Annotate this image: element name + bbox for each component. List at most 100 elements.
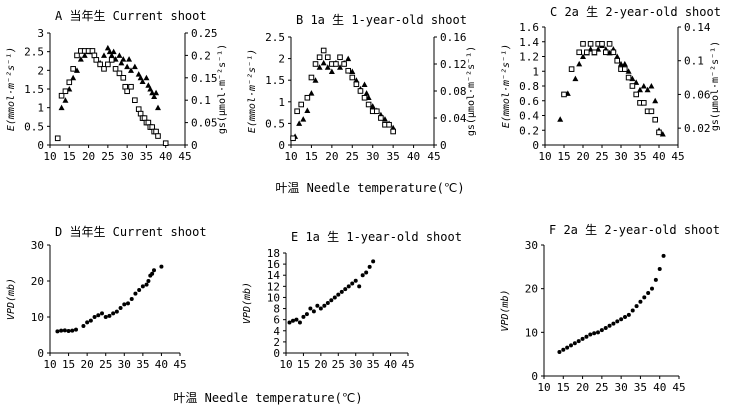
data-point-dot [290, 318, 295, 323]
data-point-dot [576, 339, 581, 344]
x-tick-label: 10 [537, 381, 550, 394]
y-tick-label: 20 [31, 275, 44, 288]
y-tick-label: 1.5 [24, 83, 44, 96]
x-tick-label: 25 [101, 150, 114, 163]
data-point-square [580, 41, 586, 47]
data-point-triangle [576, 60, 583, 67]
data-point-square [374, 108, 380, 115]
data-point-dot [599, 328, 604, 333]
y-tick-label: 3 [37, 27, 44, 40]
data-point-dot [630, 308, 635, 313]
x-tick-label: 15 [557, 381, 570, 394]
data-point-triangle [644, 86, 651, 93]
data-point-square [652, 116, 659, 123]
data-point-dot [70, 328, 75, 333]
data-point-square [361, 94, 368, 101]
x-tick-label: 25 [346, 150, 359, 163]
data-point-square [155, 133, 161, 139]
x-tick-label: 35 [387, 150, 400, 163]
x-tick-label: 20 [82, 150, 95, 163]
data-point-dot [311, 309, 316, 314]
y-tick-label: 18 [267, 247, 280, 260]
data-point-dot [350, 281, 355, 286]
x-tick-label: 35 [140, 150, 153, 163]
panel-title: F 2a 生 2-year-old shoot [549, 223, 720, 237]
data-point-dot [360, 273, 365, 278]
y2-tick-label: 0.08 [440, 85, 467, 98]
x-tick-label: 40 [407, 150, 420, 163]
data-point-square [290, 135, 296, 142]
y-axis-label: E(mmol·m⁻²s⁻¹) [6, 47, 17, 131]
data-point-dot [653, 277, 658, 282]
data-point-dot [592, 331, 597, 336]
data-point-dot [100, 311, 104, 316]
data-point-triangle [131, 63, 138, 70]
data-point-square [568, 66, 575, 72]
data-point-square [132, 97, 138, 104]
data-point-dot [626, 312, 631, 317]
x-tick-label: 40 [384, 358, 397, 371]
x-tick-label: 45 [671, 150, 684, 163]
data-point-triangle [363, 90, 370, 96]
data-point-dot [638, 299, 643, 304]
x-tick-label: 40 [159, 150, 172, 163]
data-point-triangle [648, 83, 655, 89]
data-point-triangle [124, 63, 131, 70]
data-point-triangle [618, 60, 624, 67]
data-point-square [365, 101, 372, 108]
panel-title: E 1a 生 1-year-old shoot [291, 230, 462, 244]
data-point-square [128, 83, 134, 90]
data-point-square [561, 91, 567, 98]
data-point-dot [371, 259, 376, 264]
data-point-triangle [143, 74, 150, 81]
y-tick-label: 0 [532, 139, 539, 152]
data-point-square [304, 94, 311, 101]
data-point-square [337, 54, 343, 61]
data-point-dot [607, 323, 612, 328]
data-point-triangle [316, 64, 323, 70]
x-tick-label: 45 [173, 358, 186, 371]
x-tick-label: 30 [366, 150, 379, 163]
data-point-triangle [361, 81, 368, 88]
data-point-dot [88, 318, 93, 323]
data-point-square [629, 83, 636, 89]
x-tick-label: 20 [314, 358, 327, 371]
x-tick-label: 15 [305, 150, 318, 163]
y-tick-label: 6 [273, 314, 280, 327]
data-point-dot [584, 334, 589, 339]
data-point-square [112, 66, 119, 72]
data-point-dot [122, 302, 127, 307]
data-point-dot [565, 345, 570, 350]
data-point-square [91, 52, 98, 59]
data-point-dot [92, 315, 97, 319]
data-point-dot [596, 330, 600, 335]
y-tick-label: 2.5 [24, 46, 44, 59]
data-point-triangle [135, 71, 142, 77]
data-point-dot [152, 268, 156, 273]
data-point-triangle [137, 74, 144, 81]
y-tick-label: 1 [278, 96, 285, 109]
x-tick-label: 25 [332, 358, 345, 371]
data-point-square [116, 70, 123, 77]
data-point-dot [357, 284, 362, 289]
y-tick-label: 12 [267, 280, 280, 293]
x-tick-label: 40 [653, 381, 666, 394]
data-point-dot [322, 303, 327, 308]
data-point-dot [569, 343, 573, 348]
x-tick-label: 25 [595, 381, 608, 394]
y2-tick-label: 0.1 [191, 94, 211, 107]
data-point-triangle [153, 89, 160, 96]
data-point-dot [111, 311, 116, 316]
data-point-dot [301, 314, 306, 319]
y-tick-label: 0.5 [24, 120, 44, 133]
data-point-triangle [116, 52, 123, 58]
x-tick-label: 35 [367, 358, 380, 371]
data-point-square [357, 88, 364, 94]
y2-tick-label: 0 [440, 139, 447, 152]
data-point-dot [59, 328, 64, 333]
data-point-square [614, 57, 621, 64]
x-tick-label: 25 [99, 358, 112, 371]
y-tick-label: 1 [532, 65, 539, 78]
